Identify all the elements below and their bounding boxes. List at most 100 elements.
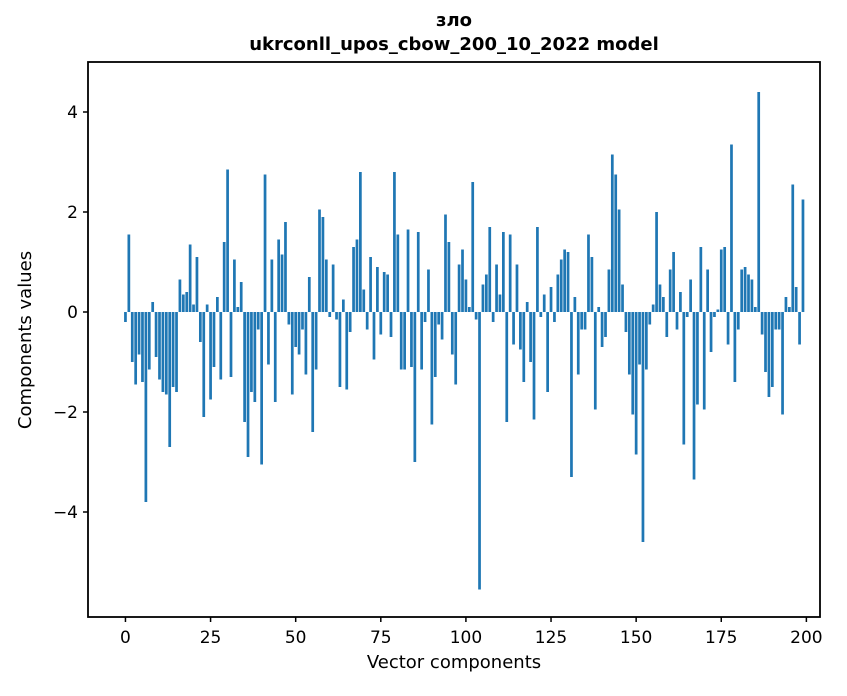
bar (484, 274, 488, 312)
bar (416, 232, 420, 312)
bar (770, 312, 774, 387)
bar (587, 234, 590, 312)
bar (321, 217, 325, 312)
bar (277, 239, 281, 312)
bar (338, 312, 342, 387)
bars-group (124, 92, 805, 590)
bar (178, 279, 182, 312)
bar (256, 312, 260, 330)
bar (747, 274, 750, 312)
bar (525, 302, 529, 312)
bar (158, 312, 161, 380)
x-tick-label: 125 (535, 628, 567, 648)
bar (723, 247, 727, 312)
x-axis-label: Vector components (367, 652, 541, 673)
bar (335, 312, 338, 320)
bar (549, 287, 553, 312)
bar (781, 312, 784, 415)
bar (270, 259, 274, 312)
bar (655, 212, 658, 312)
bar (141, 312, 144, 382)
bar (229, 312, 233, 377)
bar (154, 312, 158, 357)
bar (750, 279, 754, 312)
bar (471, 182, 475, 312)
bar (467, 307, 471, 312)
bar (651, 304, 655, 312)
bar (171, 312, 175, 387)
bar (631, 312, 635, 415)
bar (382, 272, 386, 312)
bar (519, 312, 522, 350)
bar (423, 312, 427, 322)
y-tick-label: 0 (67, 303, 78, 323)
bar (474, 312, 478, 320)
bar (144, 312, 148, 502)
bar (444, 214, 447, 312)
bar (675, 312, 679, 330)
y-tick-label: −4 (53, 503, 78, 523)
bar (301, 312, 304, 330)
bar (791, 184, 795, 312)
bar (311, 312, 315, 432)
bar (202, 312, 206, 417)
bar (682, 312, 686, 445)
bar (610, 154, 614, 312)
bar (662, 297, 665, 312)
bar (658, 284, 662, 312)
bar (634, 312, 638, 455)
bar (393, 172, 396, 312)
bar (481, 284, 485, 312)
bar (604, 312, 607, 337)
bar (788, 307, 791, 312)
x-tick-label: 0 (120, 628, 131, 648)
bar (702, 312, 706, 410)
bar (127, 234, 131, 312)
bar (576, 312, 580, 375)
bar (777, 312, 781, 330)
bar (164, 312, 168, 395)
bar (161, 312, 165, 392)
bar (542, 294, 546, 312)
bar (679, 292, 682, 312)
y-tick-label: 2 (67, 203, 78, 223)
bar (372, 312, 376, 360)
chart-subtitle: ukrconll_upos_cbow_200_10_2022 model (249, 34, 659, 55)
bar (536, 227, 539, 312)
bar (328, 312, 332, 317)
bar (403, 312, 406, 370)
bar (508, 234, 512, 312)
bar (181, 294, 185, 312)
bar (590, 257, 594, 312)
bar (212, 312, 216, 367)
bar (219, 312, 223, 380)
bar (389, 312, 393, 337)
bar (233, 259, 236, 312)
bar (719, 249, 723, 312)
bar (733, 312, 737, 382)
bar (512, 312, 515, 345)
bar (580, 312, 584, 330)
bar (478, 312, 481, 590)
bar (399, 312, 403, 370)
bar (498, 294, 502, 312)
bar (726, 312, 730, 345)
bar (284, 222, 287, 312)
bar (794, 287, 798, 312)
bar (522, 312, 526, 382)
bar (685, 312, 689, 317)
y-tick-label: −2 (53, 403, 78, 423)
x-tick-label: 100 (450, 628, 482, 648)
bar (263, 174, 267, 312)
bar (345, 312, 349, 390)
bar (192, 304, 195, 312)
bar (774, 312, 778, 330)
y-tick-label: 4 (67, 103, 78, 123)
bar (764, 312, 767, 372)
bar (273, 312, 277, 402)
bar (689, 279, 692, 312)
y-axis-label: Components values (15, 251, 36, 429)
bar (355, 239, 359, 312)
bar (638, 312, 641, 365)
